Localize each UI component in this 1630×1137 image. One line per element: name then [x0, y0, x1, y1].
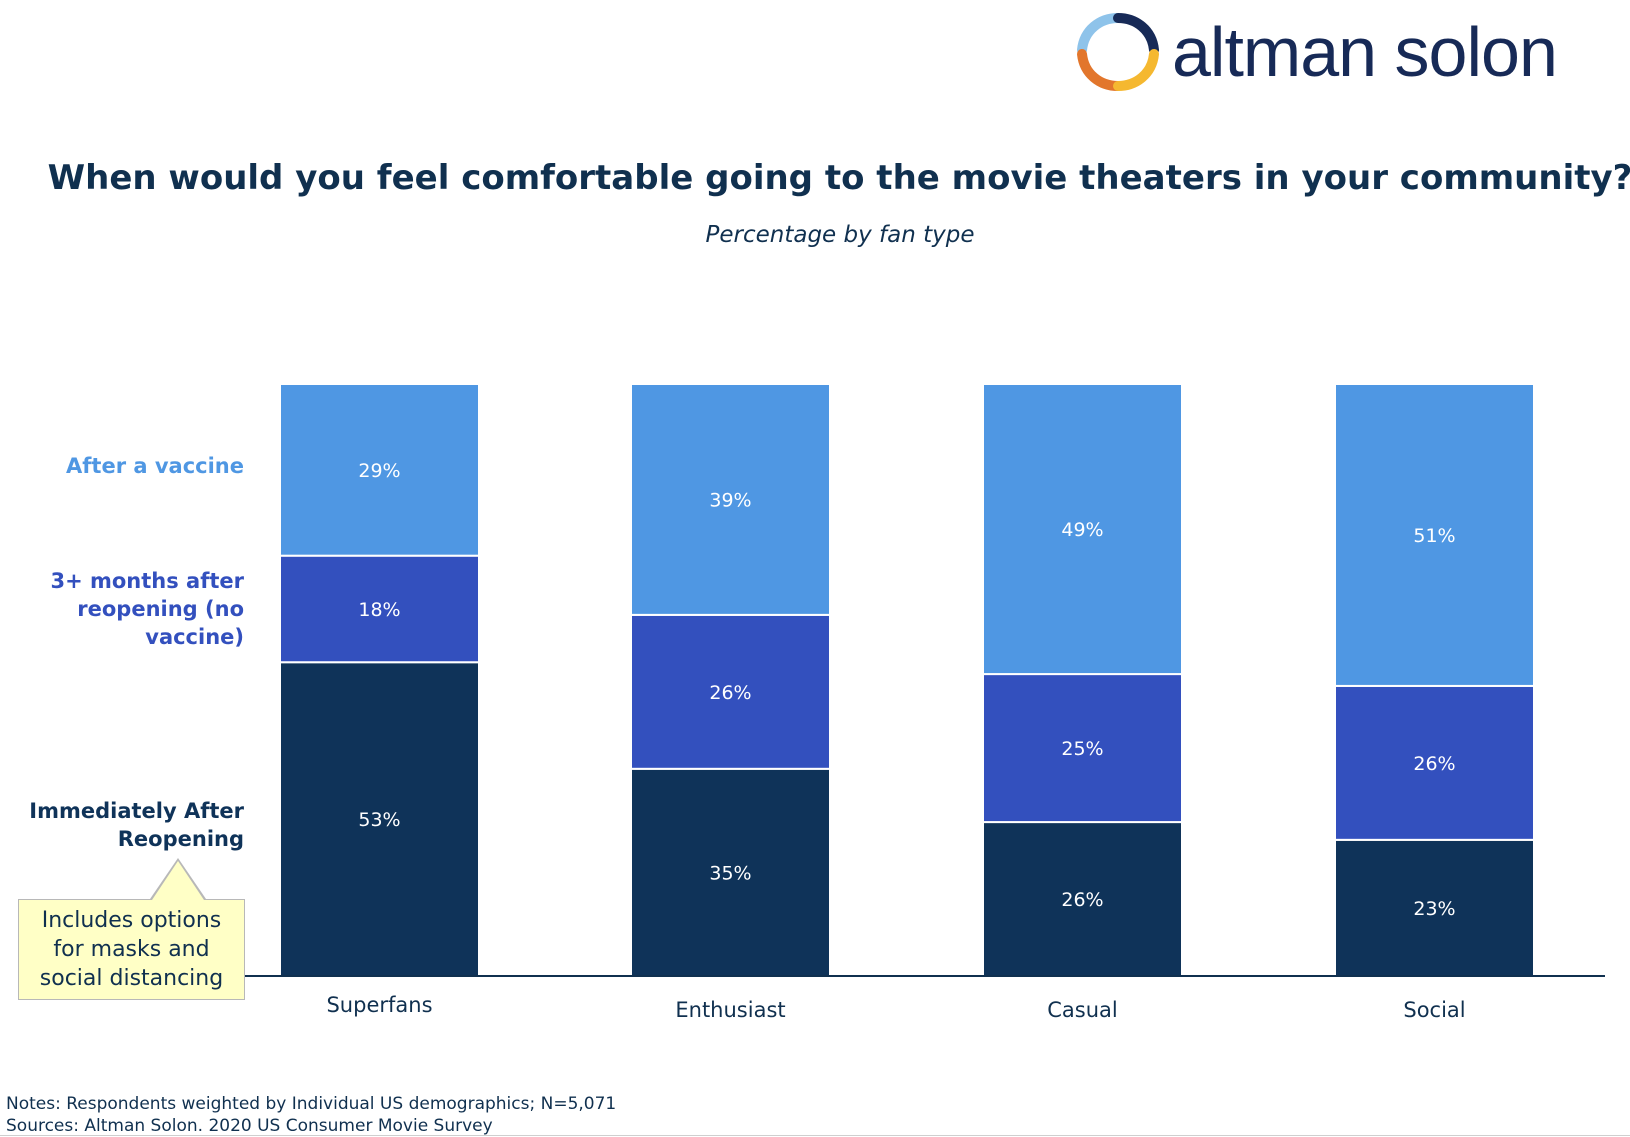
bar-segment-enthusiast-2 — [630, 613, 831, 770]
data-label-casual-3: 49% — [1061, 519, 1103, 541]
legend-three-months: 3+ months after reopening (no vaccine) — [50, 567, 244, 651]
legend-immediately: Immediately After Reopening — [29, 797, 244, 853]
callout-note: Includes options for masks and social di… — [18, 899, 245, 1000]
brand-mark-icon — [1077, 13, 1159, 91]
chart-title: When would you feel comfortable going to… — [47, 158, 1630, 198]
data-label-superfans-2: 18% — [358, 599, 400, 621]
data-label-enthusiast-2: 26% — [709, 682, 751, 704]
footnotes: Notes: Respondents weighted by Individua… — [6, 1093, 616, 1137]
category-label-casual: Casual — [1047, 998, 1118, 1022]
footer-divider — [0, 1135, 1630, 1136]
data-label-casual-2: 25% — [1061, 738, 1103, 760]
brand-logo: altman solon — [1070, 8, 1590, 94]
data-label-enthusiast-3: 39% — [709, 489, 751, 511]
data-label-casual-1: 26% — [1061, 889, 1103, 911]
sources-line: Sources: Altman Solon. 2020 US Consumer … — [6, 1116, 493, 1136]
callout-line3: social distancing — [39, 966, 224, 991]
legend-three-months-line1: 3+ months after — [50, 569, 244, 593]
legend-after-vaccine: After a vaccine — [66, 452, 244, 480]
legend-immediately-line1: Immediately After — [29, 799, 244, 823]
category-label-social: Social — [1403, 998, 1465, 1022]
chart-subtitle: Percentage by fan type — [705, 222, 975, 248]
data-label-superfans-3: 29% — [358, 460, 400, 482]
data-label-social-3: 51% — [1413, 525, 1455, 547]
data-label-superfans-1: 53% — [358, 809, 400, 831]
category-label-superfans: Superfans — [326, 993, 432, 1017]
bar-segment-enthusiast-1 — [630, 767, 831, 977]
legend-three-months-line3: vaccine) — [145, 625, 244, 649]
brand-name: altman solon — [1172, 13, 1558, 91]
stacked-bar-chart: 53% 18% 29% Superfans 35% 26% 39% Enthusiast 26%… — [245, 383, 1605, 1022]
bar-segment-enthusiast-3 — [630, 383, 831, 616]
bar-segment-superfans-3 — [279, 383, 480, 557]
data-label-social-2: 26% — [1413, 753, 1455, 775]
bar-segment-casual-2 — [982, 673, 1183, 824]
callout-line1: Includes options — [41, 908, 222, 933]
callout-arrow-fill — [152, 861, 204, 900]
legend-immediately-line2: Reopening — [117, 827, 244, 851]
notes-line: Notes: Respondents weighted by Individua… — [6, 1094, 617, 1114]
bar-segment-casual-3 — [982, 383, 1183, 676]
legend-three-months-line2: reopening (no — [77, 597, 244, 621]
bar-segment-social-2 — [1334, 684, 1535, 841]
bar-segment-casual-1 — [982, 821, 1183, 978]
data-label-social-1: 23% — [1413, 898, 1455, 920]
callout-line2: for masks and — [53, 937, 210, 962]
data-label-enthusiast-1: 35% — [709, 862, 751, 884]
bar-segment-superfans-1 — [279, 661, 480, 977]
legend-after-vaccine-text: After a vaccine — [66, 454, 244, 478]
bar-segment-social-3 — [1334, 383, 1535, 687]
category-label-enthusiast: Enthusiast — [675, 998, 785, 1022]
